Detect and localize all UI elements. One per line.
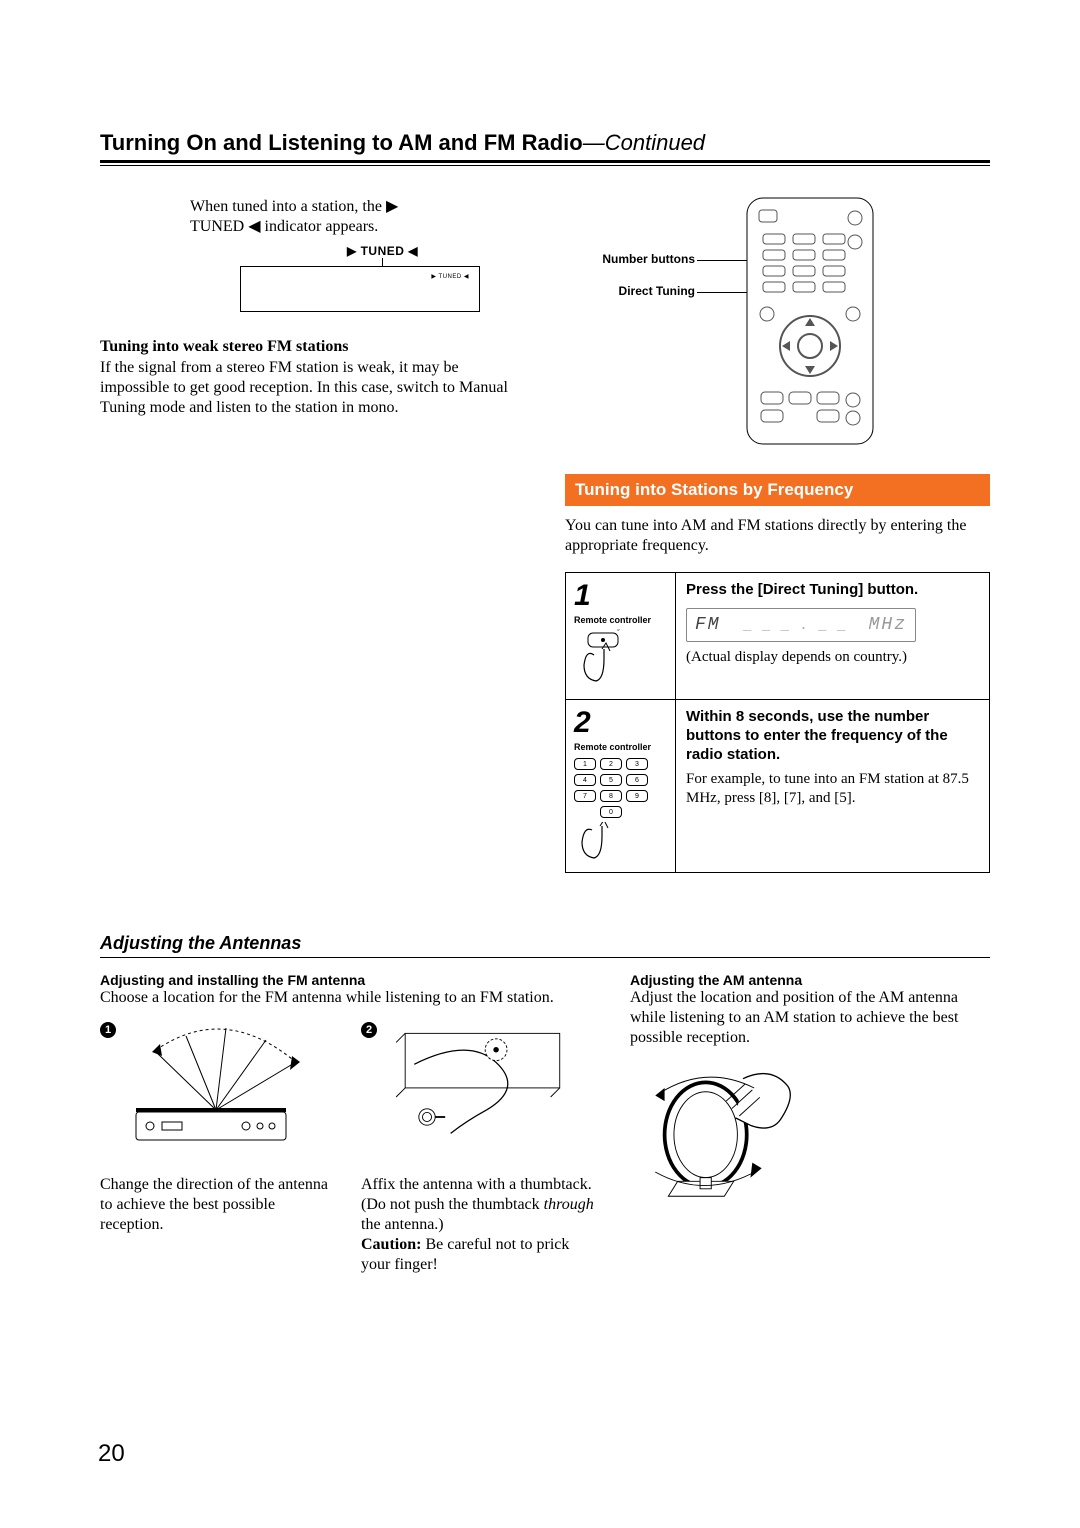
remote-svg — [745, 196, 875, 451]
step-2-number: 2 — [574, 708, 669, 738]
tuned-desc-l1: When tuned into a station, the ▶ — [190, 198, 398, 215]
am-antenna-body: Adjust the location and position of the … — [630, 988, 990, 1048]
fm-direction-illustration — [126, 1022, 326, 1152]
fig1-number-icon: 1 — [100, 1022, 116, 1038]
fig2-number-icon: 2 — [361, 1022, 377, 1038]
am-antenna-heading: Adjusting the AM antenna — [630, 972, 990, 988]
display-segments: _ _ _ . _ _ — [729, 618, 861, 634]
fm-antenna-heading: Adjusting and installing the FM antenna — [100, 972, 600, 988]
fig2-cap-em: through — [544, 1196, 594, 1213]
fig2-caution-label: Caution: — [361, 1236, 421, 1253]
key-1: 1 — [574, 758, 596, 770]
figure-1: 1 — [100, 1022, 339, 1275]
pointer-line — [382, 258, 383, 266]
step-1-number: 1 — [574, 581, 669, 611]
key-4: 4 — [574, 774, 596, 786]
title-rule — [100, 160, 990, 166]
step-1: 1 Remote controller Direct tuning Press … — [566, 573, 989, 700]
direct-tuning-button-icon: Direct tuning — [574, 629, 634, 689]
am-antenna-illustration — [630, 1060, 800, 1200]
lcd-mini-text: ▶ TUNED ◀ — [431, 273, 469, 280]
sub-rule — [100, 957, 990, 958]
page-title: Turning On and Listening to AM and FM Ra… — [100, 130, 990, 156]
lcd-display: ▶ TUNED ◀ — [240, 266, 480, 312]
title-continued: —Continued — [583, 130, 705, 155]
page-number: 20 — [98, 1440, 125, 1468]
thumbtack-illustration — [387, 1022, 587, 1152]
fig2-caption: Affix the antenna with a thumbtack. (Do … — [361, 1175, 600, 1275]
svg-text:Direct tuning: Direct tuning — [586, 629, 620, 631]
display-mhz: MHz — [869, 615, 907, 635]
step-2: 2 Remote controller 1 2 3 4 5 6 7 8 9 0 — [566, 700, 989, 872]
tuned-desc-l2: TUNED ◀ indicator appears. — [190, 218, 378, 235]
hand-press-icon — [574, 822, 624, 862]
title-main: Turning On and Listening to AM and FM Ra… — [100, 130, 583, 155]
section-tuning-frequency: Tuning into Stations by Frequency — [565, 474, 990, 506]
step-2-title: Within 8 seconds, use the number buttons… — [686, 708, 979, 764]
key-7: 7 — [574, 790, 596, 802]
weak-stereo-body: If the signal from a stereo FM station i… — [100, 358, 525, 418]
callout-number-buttons: Number buttons — [565, 252, 695, 266]
keypad-icon: 1 2 3 4 5 6 7 8 9 0 — [574, 758, 669, 818]
adjusting-antennas-heading: Adjusting the Antennas — [100, 933, 990, 954]
step-1-sub: Remote controller — [574, 615, 669, 625]
key-5: 5 — [600, 774, 622, 786]
step-1-title: Press the [Direct Tuning] button. — [686, 581, 979, 600]
fig2-cap-b: the antenna.) — [361, 1216, 444, 1233]
steps-table: 1 Remote controller Direct tuning Press … — [565, 572, 990, 873]
key-2: 2 — [600, 758, 622, 770]
step-1-note: (Actual display depends on country.) — [686, 648, 979, 667]
fig1-caption: Change the direction of the antenna to a… — [100, 1175, 339, 1235]
fm-antenna-intro: Choose a location for the FM antenna whi… — [100, 988, 600, 1008]
step-2-body: For example, to tune into an FM station … — [686, 770, 979, 808]
key-8: 8 — [600, 790, 622, 802]
figure-2: 2 — [361, 1022, 600, 1275]
step-2-sub: Remote controller — [574, 742, 669, 752]
tuned-desc: When tuned into a station, the ▶ TUNED ◀… — [190, 196, 525, 236]
display-fm: FM — [695, 615, 721, 635]
key-0: 0 — [600, 806, 622, 818]
key-3: 3 — [626, 758, 648, 770]
key-9: 9 — [626, 790, 648, 802]
remote-illustration: Number buttons Direct Tuning — [565, 196, 990, 456]
tuned-indicator-label: ▶ TUNED ◀ — [240, 244, 525, 258]
weak-stereo-heading: Tuning into weak stereo FM stations — [100, 338, 525, 356]
key-6: 6 — [626, 774, 648, 786]
frequency-display: FM _ _ _ . _ _ MHz — [686, 608, 916, 642]
tuning-intro: You can tune into AM and FM stations dir… — [565, 516, 990, 556]
callout-direct-tuning: Direct Tuning — [565, 284, 695, 298]
